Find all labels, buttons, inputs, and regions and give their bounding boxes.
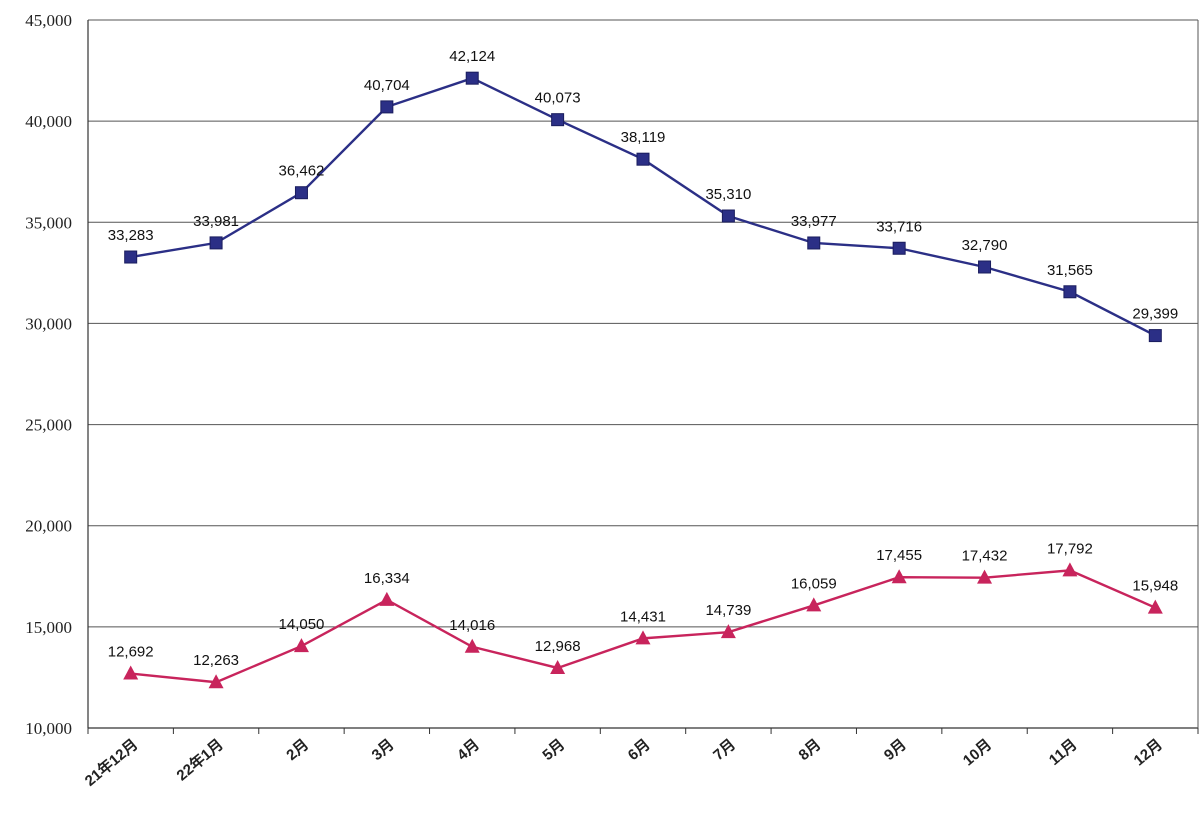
- data-point: [379, 591, 395, 606]
- x-tick-label: 10月: [960, 736, 995, 769]
- data-point: [720, 624, 736, 639]
- data-point: [635, 630, 651, 645]
- data-point: [380, 100, 394, 114]
- data-point: [892, 241, 906, 255]
- x-tick-label: 3月: [369, 736, 398, 764]
- y-tick-label: 35,000: [25, 213, 72, 232]
- data-label: 40,073: [535, 90, 581, 107]
- data-point: [1147, 599, 1163, 614]
- data-label: 12,692: [108, 644, 154, 661]
- data-label: 14,739: [705, 602, 751, 619]
- x-tick-label: 4月: [454, 736, 483, 764]
- series-line: [130, 76, 1156, 337]
- series-1: 33,283 33,981 36,462 40,704 42,124 40,073 38,1…: [108, 48, 1178, 343]
- data-label: 33,283: [108, 227, 154, 244]
- data-label: 14,431: [620, 608, 666, 625]
- x-tick-label: 8月: [796, 736, 825, 764]
- x-tick-label: 7月: [710, 736, 739, 764]
- x-tick-label: 12月: [1131, 736, 1166, 769]
- data-point: [465, 71, 479, 85]
- data-point: [293, 638, 309, 653]
- data-label: 17,792: [1047, 540, 1093, 557]
- data-label: 38,119: [621, 129, 666, 146]
- data-point: [294, 186, 308, 200]
- y-tick-label: 15,000: [25, 618, 72, 637]
- x-tick-label: 22年1月: [173, 735, 227, 784]
- x-tick-label: 5月: [539, 736, 568, 764]
- axes: [87, 20, 1199, 734]
- gridlines: [88, 19, 1198, 628]
- data-label: 35,310: [705, 186, 751, 203]
- data-point: [891, 569, 907, 584]
- y-tick-label: 30,000: [25, 314, 72, 333]
- x-tick-label: 6月: [625, 736, 654, 764]
- y-tick-label: 40,000: [25, 112, 72, 131]
- data-label: 14,016: [449, 617, 495, 634]
- data-point: [550, 659, 566, 674]
- data-label: 33,977: [791, 213, 837, 230]
- data-label: 17,455: [876, 547, 922, 564]
- data-label: 15,948: [1132, 578, 1178, 595]
- x-tick-label: 2月: [283, 736, 312, 764]
- x-axis-tick-labels: 21年12月 22年1月 2月 3月 4月 5月 6月 7月 8月 9月 10月 11月 12月: [81, 735, 1166, 790]
- data-point: [806, 597, 822, 612]
- data-label: 31,565: [1047, 262, 1093, 279]
- data-point: [124, 250, 138, 264]
- data-point: [1063, 285, 1077, 299]
- data-label: 33,716: [876, 218, 922, 235]
- data-label: 36,462: [279, 163, 325, 180]
- data-label: 16,334: [364, 570, 410, 587]
- data-point: [1148, 329, 1162, 343]
- y-tick-label: 45,000: [25, 11, 72, 30]
- data-point: [977, 569, 993, 584]
- y-axis-tick-labels: 10,000 15,000 20,000 25,000 30,000 35,000 40,0…: [25, 11, 72, 738]
- x-tick-label: 9月: [881, 736, 910, 764]
- data-point: [636, 152, 650, 166]
- data-point: [807, 236, 821, 250]
- data-point: [551, 113, 565, 127]
- data-point: [123, 665, 139, 680]
- data-label: 14,050: [279, 616, 325, 633]
- data-point: [208, 674, 224, 689]
- data-label: 32,790: [962, 237, 1008, 254]
- data-label: 12,263: [193, 652, 239, 669]
- data-label: 40,704: [364, 77, 410, 94]
- y-tick-label: 20,000: [25, 517, 72, 536]
- data-point: [1062, 562, 1078, 577]
- data-label: 42,124: [449, 48, 495, 65]
- data-label: 29,399: [1132, 306, 1178, 323]
- data-point: [721, 209, 735, 223]
- x-tick-label: 11月: [1046, 736, 1081, 769]
- data-label: 17,432: [962, 548, 1008, 565]
- series-group: 33,283 33,981 36,462 40,704 42,124 40,073 38,1…: [108, 48, 1178, 689]
- data-point: [209, 236, 223, 250]
- x-tick-label: 21年12月: [81, 735, 141, 790]
- y-tick-label: 10,000: [25, 719, 72, 738]
- series-2: 12,692 12,263 14,050 16,334 14,016 12,968 14,4…: [108, 540, 1178, 689]
- y-tick-label: 25,000: [25, 416, 72, 435]
- data-label: 16,059: [791, 575, 837, 592]
- data-point: [464, 638, 480, 653]
- data-label: 12,968: [535, 638, 581, 655]
- data-point: [978, 260, 992, 274]
- data-label: 33,981: [193, 213, 239, 230]
